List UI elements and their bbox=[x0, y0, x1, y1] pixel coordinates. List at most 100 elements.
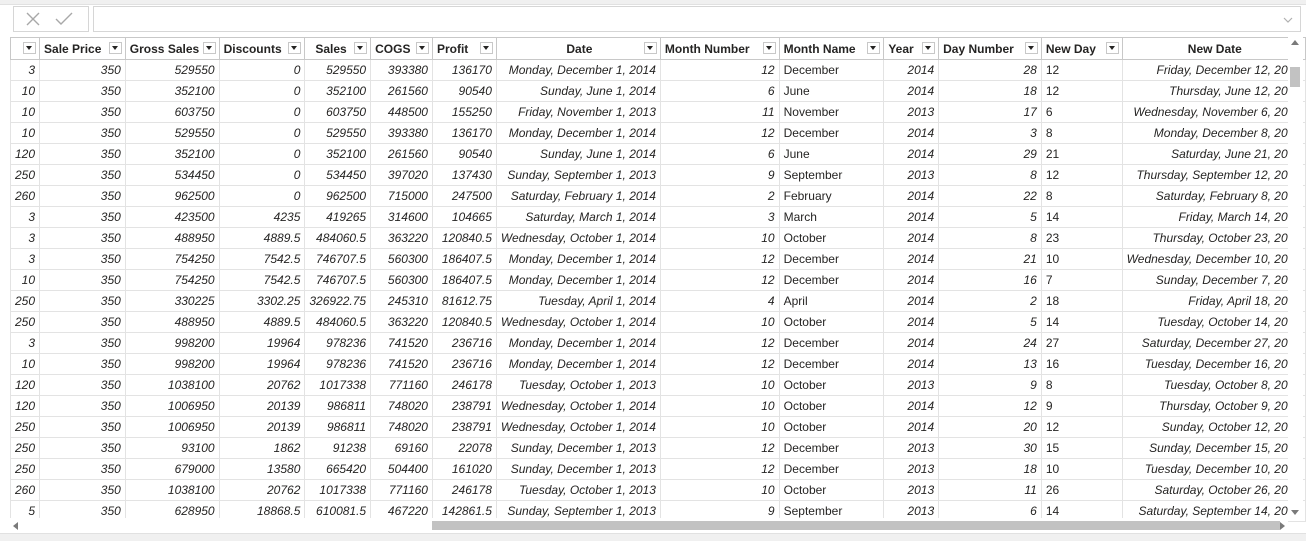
cell-new-day[interactable]: 8 bbox=[1040, 374, 1123, 396]
cell-month-name[interactable]: October bbox=[778, 227, 885, 249]
cell-sale-price[interactable]: 350 bbox=[39, 227, 126, 249]
cell-cogs[interactable]: 448500 bbox=[370, 101, 433, 123]
table-row[interactable]: 10 350 603750 0 603750 448500 155250 Friday, No… bbox=[9, 101, 1306, 123]
cell-new-day[interactable]: 12 bbox=[1040, 80, 1123, 102]
cell-year[interactable]: 2014 bbox=[883, 269, 940, 291]
cell-sales[interactable]: 91238 bbox=[304, 437, 372, 459]
cell-date[interactable]: Sunday, June 1, 2014 bbox=[495, 80, 661, 102]
cell-month-number[interactable]: 12 bbox=[659, 458, 780, 480]
cell-profit[interactable]: 81612.75 bbox=[431, 290, 497, 312]
cell-date[interactable]: Monday, December 1, 2014 bbox=[495, 248, 661, 270]
cell-year[interactable]: 2014 bbox=[883, 227, 940, 249]
cell-month-number[interactable]: 12 bbox=[659, 437, 780, 459]
cell-profit[interactable]: 246178 bbox=[431, 479, 497, 501]
vertical-scrollbar[interactable] bbox=[1288, 37, 1303, 518]
cell-cogs[interactable]: 771160 bbox=[370, 374, 433, 396]
cell-new-day[interactable]: 21 bbox=[1040, 143, 1123, 165]
cell-month-name[interactable]: December bbox=[778, 353, 885, 375]
cell-month-name[interactable]: October bbox=[778, 374, 885, 396]
cell-sale-price[interactable]: 350 bbox=[39, 479, 126, 501]
table-row[interactable]: 250 350 679000 13580 665420 504400 161020 Sunda… bbox=[9, 458, 1306, 480]
cell-date[interactable]: Sunday, September 1, 2013 bbox=[495, 164, 661, 186]
cell-first[interactable]: 250 bbox=[9, 290, 41, 312]
cell-cogs[interactable]: 393380 bbox=[370, 122, 433, 144]
cell-month-number[interactable]: 12 bbox=[659, 248, 780, 270]
cell-new-day[interactable]: 12 bbox=[1040, 164, 1123, 186]
cell-first[interactable]: 10 bbox=[9, 80, 41, 102]
formula-input[interactable] bbox=[93, 6, 1301, 32]
cell-new-date[interactable]: Tuesday, October 14, 2014 bbox=[1121, 311, 1306, 333]
cell-month-name[interactable]: December bbox=[778, 269, 885, 291]
cell-day-number[interactable]: 2 bbox=[938, 290, 1042, 312]
cell-year[interactable]: 2014 bbox=[883, 332, 940, 354]
scroll-right-icon[interactable] bbox=[1280, 522, 1285, 530]
cell-sale-price[interactable]: 350 bbox=[39, 122, 126, 144]
cell-day-number[interactable]: 11 bbox=[938, 479, 1042, 501]
cell-gross-sales[interactable]: 998200 bbox=[124, 353, 220, 375]
cell-profit[interactable]: 90540 bbox=[431, 80, 497, 102]
cell-cogs[interactable]: 363220 bbox=[370, 227, 433, 249]
cell-first[interactable]: 120 bbox=[9, 143, 41, 165]
cell-sale-price[interactable]: 350 bbox=[39, 458, 126, 480]
cell-year[interactable]: 2013 bbox=[883, 500, 940, 522]
scroll-up-icon[interactable] bbox=[1291, 40, 1299, 45]
cell-sale-price[interactable]: 350 bbox=[39, 395, 126, 417]
cell-new-day[interactable]: 23 bbox=[1040, 227, 1123, 249]
cell-day-number[interactable]: 24 bbox=[938, 332, 1042, 354]
cell-first[interactable]: 250 bbox=[9, 311, 41, 333]
filter-dropdown-icon[interactable] bbox=[1105, 42, 1119, 54]
vertical-scroll-thumb[interactable] bbox=[1290, 67, 1300, 87]
cell-date[interactable]: Tuesday, April 1, 2014 bbox=[495, 290, 661, 312]
cell-gross-sales[interactable]: 534450 bbox=[124, 164, 220, 186]
table-row[interactable]: 3 350 423500 4235 419265 314600 104665 Saturday… bbox=[9, 206, 1306, 228]
table-row[interactable]: 120 350 1038100 20762 1017338 771160 246178 Tue… bbox=[9, 374, 1306, 396]
filter-dropdown-icon[interactable] bbox=[643, 42, 657, 54]
column-header-year[interactable]: Year bbox=[883, 37, 940, 60]
table-row[interactable]: 250 350 488950 4889.5 484060.5 363220 120840.5… bbox=[9, 311, 1306, 333]
cell-day-number[interactable]: 30 bbox=[938, 437, 1042, 459]
cell-sales[interactable]: 484060.5 bbox=[304, 311, 372, 333]
column-header-first[interactable] bbox=[9, 37, 41, 60]
cell-sale-price[interactable]: 350 bbox=[39, 437, 126, 459]
cell-date[interactable]: Monday, December 1, 2014 bbox=[495, 332, 661, 354]
cell-discounts[interactable]: 4889.5 bbox=[218, 227, 306, 249]
cell-sales[interactable]: 603750 bbox=[304, 101, 372, 123]
cell-month-name[interactable]: December bbox=[778, 332, 885, 354]
cell-date[interactable]: Sunday, June 1, 2014 bbox=[495, 143, 661, 165]
cell-date[interactable]: Tuesday, October 1, 2013 bbox=[495, 479, 661, 501]
cell-new-date[interactable]: Wednesday, December 10, 2014 bbox=[1121, 248, 1306, 270]
column-header-month-name[interactable]: Month Name bbox=[778, 37, 885, 60]
table-row[interactable]: 10 350 529550 0 529550 393380 136170 Monday, De… bbox=[9, 122, 1306, 144]
cell-profit[interactable]: 90540 bbox=[431, 143, 497, 165]
cell-date[interactable]: Sunday, September 1, 2013 bbox=[495, 500, 661, 522]
cell-sales[interactable]: 484060.5 bbox=[304, 227, 372, 249]
cell-new-date[interactable]: Friday, March 14, 2014 bbox=[1121, 206, 1306, 228]
cell-discounts[interactable]: 0 bbox=[218, 59, 306, 81]
cell-new-day[interactable]: 6 bbox=[1040, 101, 1123, 123]
cell-cogs[interactable]: 560300 bbox=[370, 269, 433, 291]
cell-first[interactable]: 250 bbox=[9, 164, 41, 186]
cell-profit[interactable]: 186407.5 bbox=[431, 248, 497, 270]
chevron-down-icon[interactable] bbox=[1282, 14, 1294, 26]
cell-gross-sales[interactable]: 488950 bbox=[124, 227, 220, 249]
cell-month-name[interactable]: April bbox=[778, 290, 885, 312]
cell-month-number[interactable]: 4 bbox=[659, 290, 780, 312]
cell-new-day[interactable]: 10 bbox=[1040, 458, 1123, 480]
table-row[interactable]: 10 350 352100 0 352100 261560 90540 Sunday, Jun… bbox=[9, 80, 1306, 102]
cell-year[interactable]: 2014 bbox=[883, 353, 940, 375]
cell-sales[interactable]: 746707.5 bbox=[304, 269, 372, 291]
cell-profit[interactable]: 136170 bbox=[431, 122, 497, 144]
cell-first[interactable]: 10 bbox=[9, 122, 41, 144]
cell-day-number[interactable]: 3 bbox=[938, 122, 1042, 144]
scroll-down-icon[interactable] bbox=[1291, 510, 1299, 515]
cell-cogs[interactable]: 261560 bbox=[370, 143, 433, 165]
cell-first[interactable]: 10 bbox=[9, 353, 41, 375]
cell-month-number[interactable]: 6 bbox=[659, 143, 780, 165]
cell-sales[interactable]: 665420 bbox=[304, 458, 372, 480]
cell-discounts[interactable]: 7542.5 bbox=[218, 269, 306, 291]
column-header-new-date[interactable]: New Date bbox=[1121, 37, 1306, 60]
cell-first[interactable]: 5 bbox=[9, 500, 41, 522]
cell-day-number[interactable]: 28 bbox=[938, 59, 1042, 81]
cell-new-date[interactable]: Sunday, December 15, 2013 bbox=[1121, 437, 1306, 459]
cell-year[interactable]: 2014 bbox=[883, 290, 940, 312]
